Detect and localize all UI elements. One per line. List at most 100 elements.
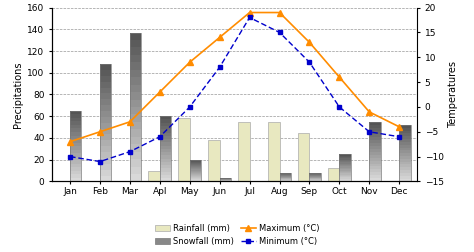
Bar (339, 175, 351, 176)
Bar (280, 178, 291, 179)
Bar (130, 33, 141, 40)
Bar (190, 170, 201, 171)
Bar (100, 152, 111, 158)
Bar (339, 164, 351, 165)
Bar (280, 179, 291, 180)
Bar (399, 153, 410, 156)
Bar (399, 159, 410, 162)
Bar (369, 164, 381, 167)
Bar (310, 174, 321, 175)
Bar (190, 175, 201, 176)
Bar (190, 180, 201, 181)
Bar (328, 168, 339, 181)
Bar (100, 176, 111, 181)
Bar (160, 119, 171, 123)
Bar (70, 129, 82, 132)
Bar (130, 100, 141, 107)
Bar (148, 171, 160, 181)
Bar (339, 154, 351, 156)
Bar (339, 169, 351, 171)
Bar (100, 117, 111, 123)
Bar (100, 129, 111, 135)
Bar (190, 164, 201, 165)
Bar (160, 123, 171, 126)
Bar (310, 179, 321, 180)
Bar (190, 166, 201, 167)
Bar (160, 175, 171, 178)
Bar (70, 125, 82, 129)
Bar (339, 163, 351, 164)
Bar (160, 168, 171, 172)
Bar (190, 172, 201, 173)
Bar (70, 143, 82, 146)
Bar (399, 167, 410, 170)
Bar (369, 122, 381, 181)
Bar (399, 179, 410, 181)
Bar (339, 179, 351, 180)
Bar (70, 174, 82, 178)
Bar (369, 143, 381, 146)
Bar (399, 156, 410, 159)
Bar (130, 122, 141, 129)
Bar (100, 140, 111, 146)
Bar (280, 176, 291, 177)
Bar (190, 165, 201, 166)
Bar (190, 160, 201, 181)
Bar (130, 33, 141, 181)
Bar (339, 165, 351, 167)
Bar (130, 47, 141, 55)
Bar (130, 107, 141, 114)
Bar (70, 178, 82, 181)
Bar (130, 92, 141, 100)
Bar (399, 131, 410, 133)
Bar (100, 64, 111, 70)
Bar (130, 70, 141, 77)
Bar (70, 164, 82, 167)
Y-axis label: Precipitations: Precipitations (13, 61, 23, 128)
Bar (160, 159, 171, 162)
Bar (298, 133, 310, 181)
Bar (310, 177, 321, 178)
Bar (369, 161, 381, 164)
Bar (130, 40, 141, 47)
Bar (369, 125, 381, 128)
Bar (130, 144, 141, 152)
Bar (280, 177, 291, 178)
Bar (100, 87, 111, 93)
Bar (190, 176, 201, 177)
Bar (100, 146, 111, 152)
Bar (130, 159, 141, 167)
Bar (190, 173, 201, 174)
Bar (130, 77, 141, 85)
Bar (339, 177, 351, 179)
Bar (160, 126, 171, 129)
Bar (190, 174, 201, 175)
Bar (130, 152, 141, 159)
Bar (70, 153, 82, 157)
Bar (339, 156, 351, 157)
Bar (70, 171, 82, 174)
Bar (339, 157, 351, 158)
Bar (369, 172, 381, 175)
Bar (339, 171, 351, 172)
Bar (399, 128, 410, 131)
Bar (100, 93, 111, 99)
Bar (369, 122, 381, 125)
Bar (130, 174, 141, 181)
Bar (208, 140, 219, 181)
Bar (130, 62, 141, 70)
Bar (399, 176, 410, 179)
Bar (399, 173, 410, 176)
Bar (369, 170, 381, 172)
Bar (190, 167, 201, 168)
Bar (190, 161, 201, 162)
Bar (339, 158, 351, 160)
Bar (399, 145, 410, 147)
Bar (190, 160, 201, 161)
Bar (70, 146, 82, 150)
Bar (399, 150, 410, 153)
Bar (369, 128, 381, 131)
Bar (399, 139, 410, 142)
Bar (399, 165, 410, 167)
Bar (130, 114, 141, 122)
